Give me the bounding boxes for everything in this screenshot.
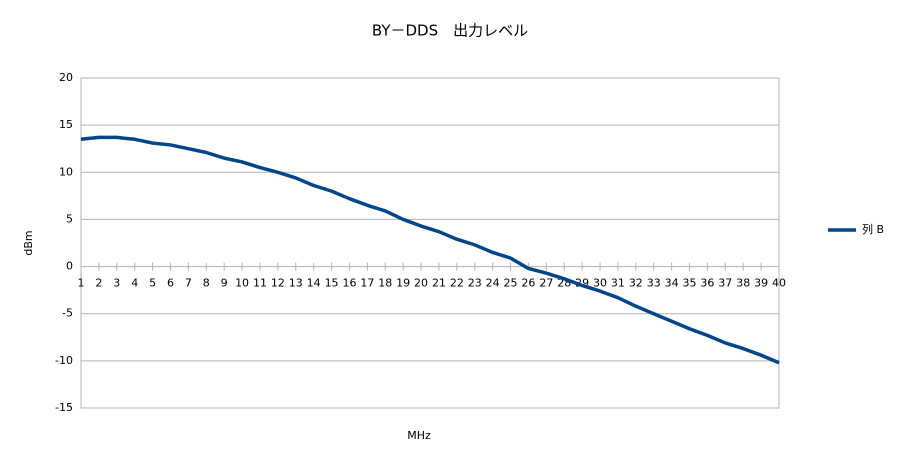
y-tick-label: -15 (55, 401, 73, 414)
x-tick-label: 36 (700, 277, 714, 290)
x-tick-label: 30 (593, 277, 607, 290)
x-tick-label: 39 (754, 277, 768, 290)
x-tick-label: 31 (611, 277, 625, 290)
x-tick-label: 26 (521, 277, 535, 290)
x-tick-label: 22 (450, 277, 464, 290)
x-tick-label: 40 (772, 277, 786, 290)
x-tick-label: 27 (539, 277, 553, 290)
line (80, 135, 780, 365)
x-tick-label: 20 (414, 277, 428, 290)
x-tick-label: 13 (289, 277, 303, 290)
x-tick-label: 7 (185, 277, 192, 290)
x-tick-label: 4 (131, 277, 138, 290)
x-tick-label: 24 (486, 277, 500, 290)
plot-border (80, 77, 780, 409)
y-tick-label: 10 (59, 165, 73, 178)
y-tick-label: 20 (59, 71, 73, 84)
x-tick-label: 12 (271, 277, 285, 290)
x-tick-label: 18 (378, 277, 392, 290)
x-tick-label: 10 (235, 277, 249, 290)
y-axis-label: dBm (22, 230, 35, 255)
x-tick-label: 16 (342, 277, 356, 290)
y-tick-label: -10 (55, 354, 73, 367)
x-tick-label: 35 (683, 277, 697, 290)
x-tick-label: 14 (307, 277, 321, 290)
x-tick-label: 23 (468, 277, 482, 290)
x-tick-label: 33 (647, 277, 661, 290)
x-tick-label: 11 (253, 277, 267, 290)
x-axis-label: MHz (407, 429, 431, 442)
x-tick-label: 6 (167, 277, 174, 290)
x-tick-label: 34 (665, 277, 679, 290)
y-tick-label: -5 (62, 307, 73, 320)
x-tick-label: 17 (360, 277, 374, 290)
x-tick-label: 3 (113, 277, 120, 290)
x-tick-label: 37 (718, 277, 732, 290)
x-tick-label: 32 (629, 277, 643, 290)
x-tick-label: 15 (325, 277, 339, 290)
x-tick-label: 19 (396, 277, 410, 290)
x-tick-label: 25 (504, 277, 518, 290)
y-tick-label: 0 (66, 260, 73, 273)
x-tick-label: 1 (78, 277, 85, 290)
x-tick-label: 38 (736, 277, 750, 290)
chart-title: BY－DDS 出力レベル (372, 22, 528, 40)
x-tick-label: 9 (221, 277, 228, 290)
x-tick-label: 21 (432, 277, 446, 290)
x-tick-label: 5 (149, 277, 156, 290)
y-tick-label: 15 (59, 118, 73, 131)
legend-label: 列 B (862, 222, 884, 236)
y-tick-label: 5 (66, 212, 73, 225)
x-tick-label: 2 (95, 277, 102, 290)
x-tick-label: 8 (203, 277, 210, 290)
